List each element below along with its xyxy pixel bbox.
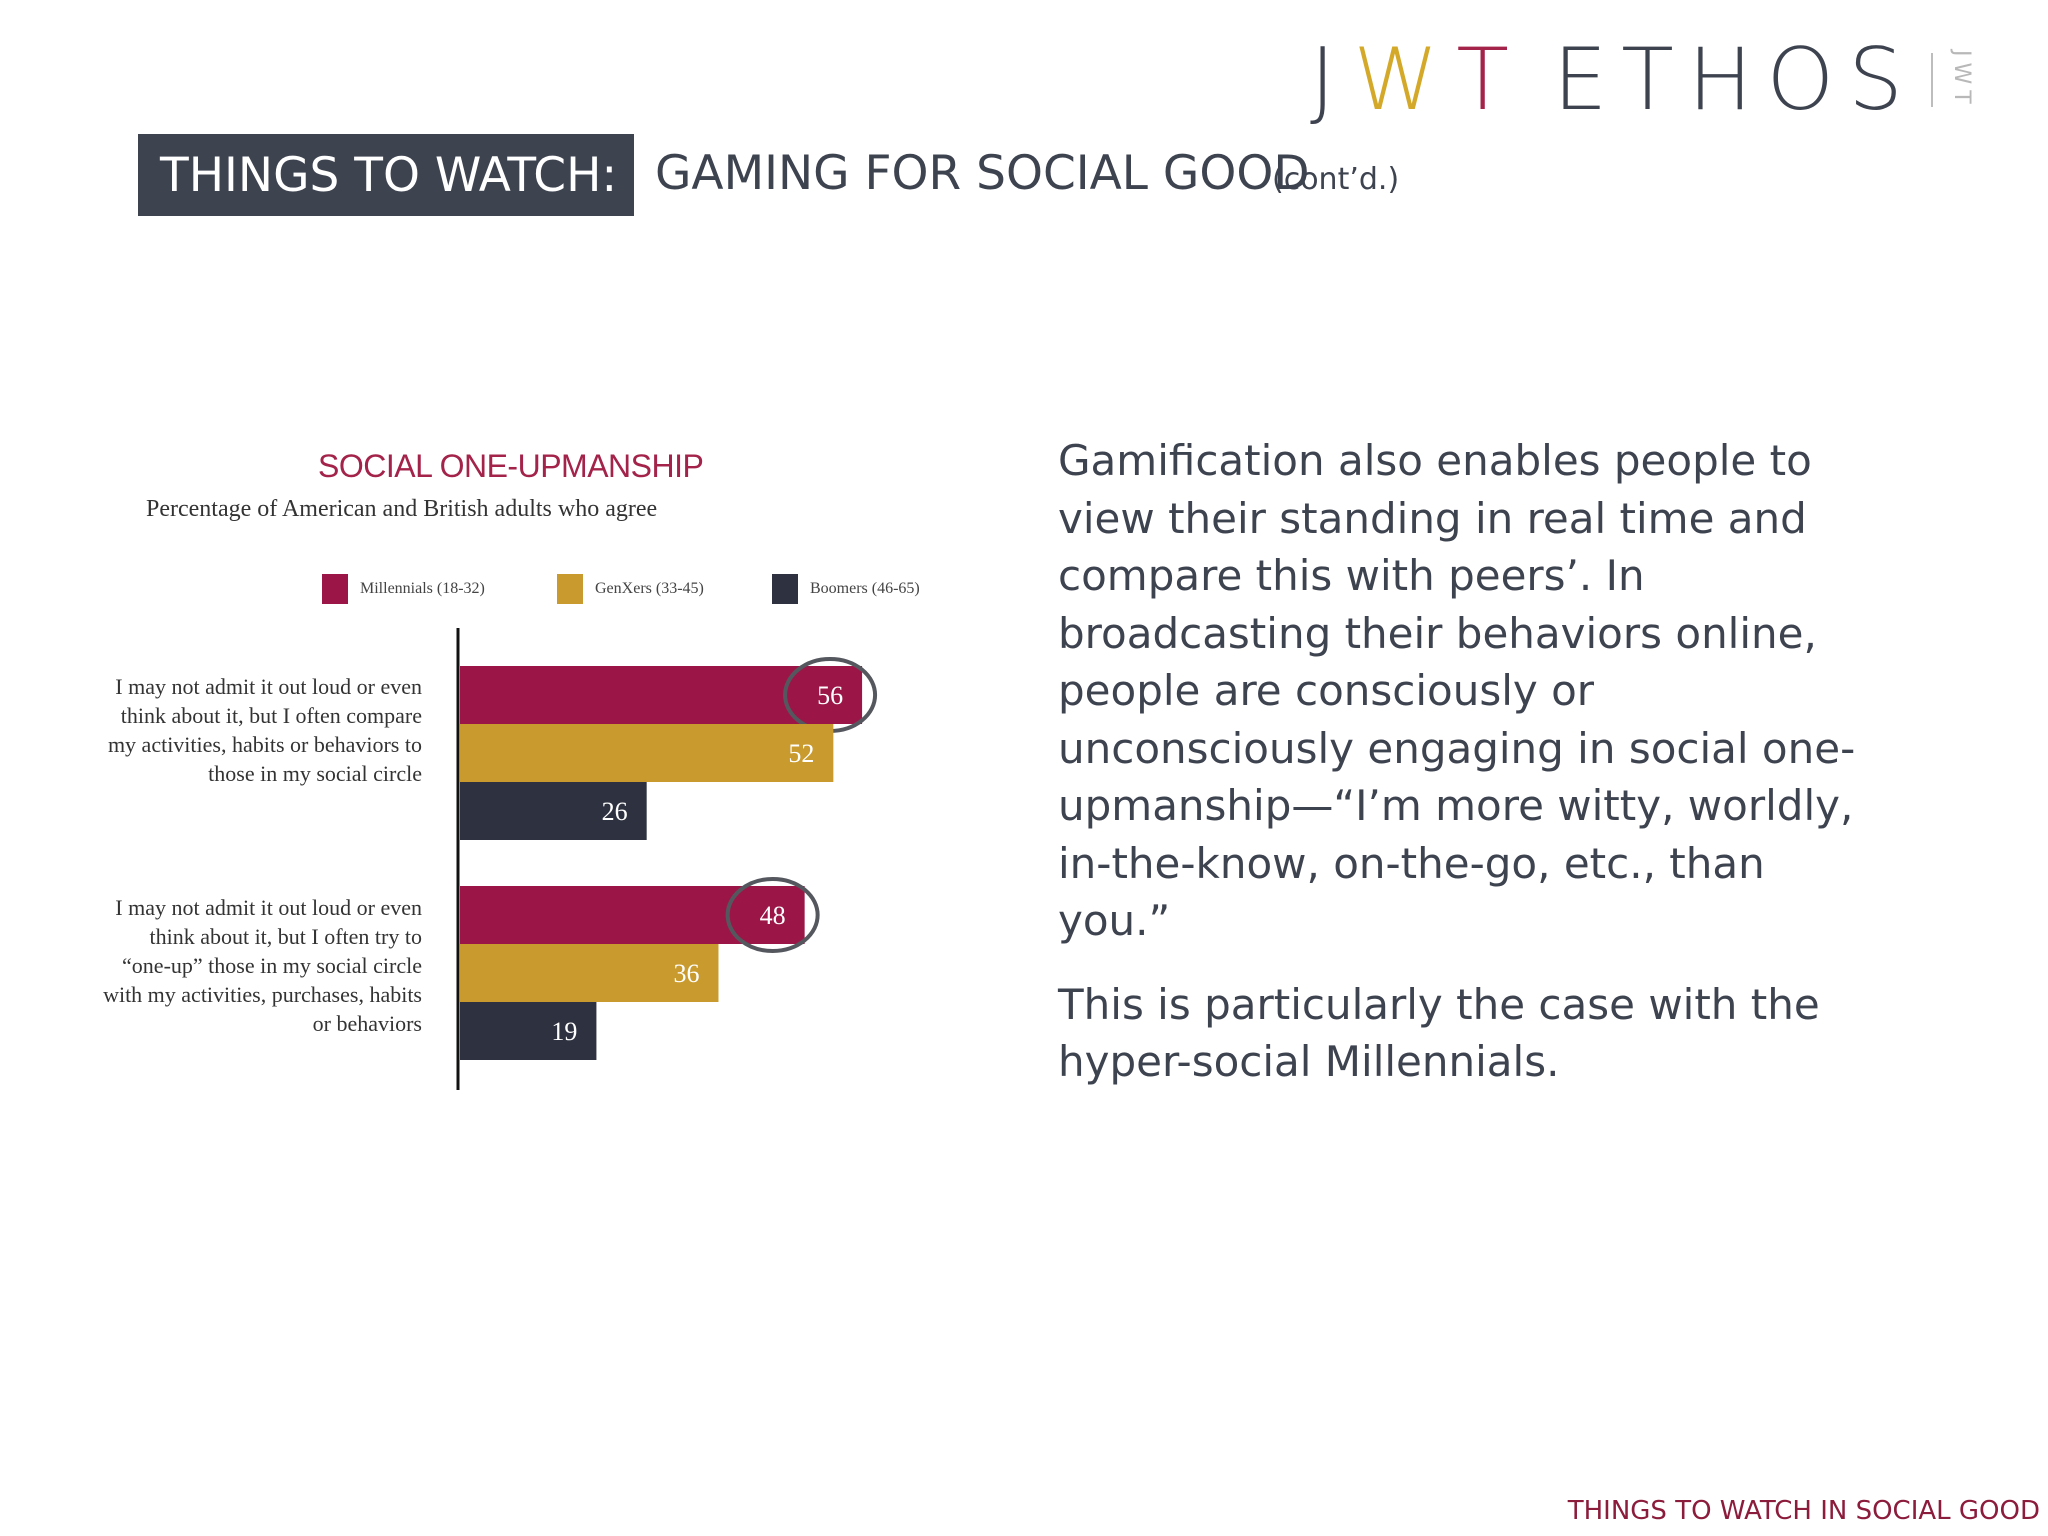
category-label-one-up: I may not admit it out loud or even thin… — [103, 895, 422, 1036]
bar-millennials-0 — [460, 666, 863, 724]
data-label: 36 — [673, 959, 699, 988]
bar-genxers-0 — [460, 724, 834, 782]
data-label: 26 — [602, 797, 628, 826]
legend-swatch — [322, 574, 348, 604]
legend-item-boomers: Boomers (46-65) — [772, 574, 920, 604]
header-label-box: THINGS TO WATCH: — [138, 134, 634, 216]
chart-title: SOCIAL ONE-UPMANSHIP — [318, 448, 704, 484]
legend-swatch — [772, 574, 798, 604]
data-label: 56 — [817, 681, 843, 710]
jwt-ethos-logo: J W T ETHOS JWT — [1310, 30, 1974, 130]
page-title: GAMING FOR SOCIAL GOOD — [655, 146, 1310, 201]
logo-letter-w: W — [1353, 30, 1439, 130]
body-paragraph: Gamification also enables people to view… — [1058, 436, 1856, 945]
legend-swatch — [557, 574, 583, 604]
footer-label: THINGS TO WATCH IN SOCIAL GOOD — [1567, 1496, 2040, 1526]
data-label: 48 — [760, 901, 786, 930]
data-label: 19 — [551, 1017, 577, 1046]
legend-label: GenXers (33-45) — [595, 580, 704, 597]
header-label: THINGS TO WATCH: — [160, 147, 618, 203]
bar-millennials-1 — [460, 886, 805, 944]
legend-label: Millennials (18-32) — [360, 580, 485, 597]
bar-genxers-1 — [460, 944, 719, 1002]
legend-item-millennials: Millennials (18-32) — [322, 574, 485, 604]
logo-vertical-jwt: JWT — [1948, 50, 1974, 110]
bar-boomers-0 — [460, 782, 647, 840]
data-label: 52 — [788, 739, 814, 768]
legend-item-genxers: GenXers (33-45) — [557, 574, 704, 604]
logo-letter-t: T — [1456, 30, 1509, 130]
logo-letter-j: J — [1310, 30, 1336, 130]
chart-subtitle: Percentage of American and British adult… — [146, 496, 658, 522]
logo-ethos: ETHOS — [1552, 30, 1917, 130]
logo-divider — [1930, 53, 1933, 107]
highlight-circle — [725, 877, 820, 953]
legend-label: Boomers (46-65) — [810, 580, 920, 597]
bar-boomers-1 — [460, 1002, 597, 1060]
page-title-suffix: (cont’d.) — [1272, 162, 1400, 197]
body-paragraph: This is particularly the case with the h… — [1058, 979, 1820, 1087]
body-text: Gamification also enables people to view… — [1058, 432, 1858, 1091]
category-label-compare: I may not admit it out loud or even thin… — [107, 674, 422, 786]
